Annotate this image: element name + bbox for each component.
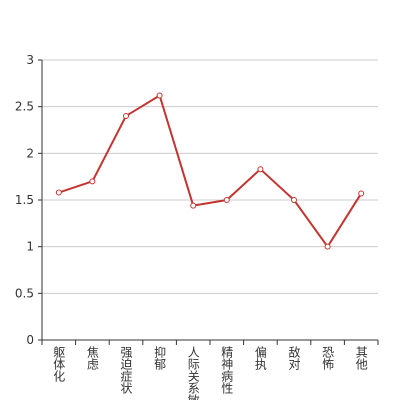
x-tick-label: 敌对 <box>287 345 301 370</box>
y-tick-label: 1.5 <box>15 193 34 207</box>
x-tick-label: 强迫症状 <box>119 346 133 394</box>
point <box>55 189 62 196</box>
point <box>257 166 264 173</box>
y-tick-label: 1 <box>26 240 34 254</box>
x-tick-label: 偏执 <box>253 345 267 371</box>
y-tick-label: 3 <box>26 53 34 67</box>
x-tick-label: 焦虑 <box>85 346 99 370</box>
point <box>358 190 365 197</box>
point <box>223 197 230 203</box>
x-tick-label: 躯体化 <box>52 345 66 383</box>
x-tick-label: 抑郁 <box>153 345 167 371</box>
x-tick-label: 人际关系敏感 <box>186 346 200 400</box>
point <box>190 202 197 209</box>
y-tick-label: 2.5 <box>15 100 34 114</box>
y-tick-label: 0.5 <box>15 286 34 300</box>
point <box>89 178 96 185</box>
x-tick-label: 精神病性 <box>220 346 234 395</box>
point <box>291 197 297 203</box>
line <box>58 93 363 249</box>
point <box>156 92 163 99</box>
point <box>123 113 129 119</box>
y-tick-label: 0 <box>26 333 34 347</box>
x-tick-label: 其他 <box>354 346 368 370</box>
y-tick-label: 2 <box>26 146 34 160</box>
x-tick-label: 恐怖 <box>321 346 335 370</box>
point <box>324 243 331 250</box>
